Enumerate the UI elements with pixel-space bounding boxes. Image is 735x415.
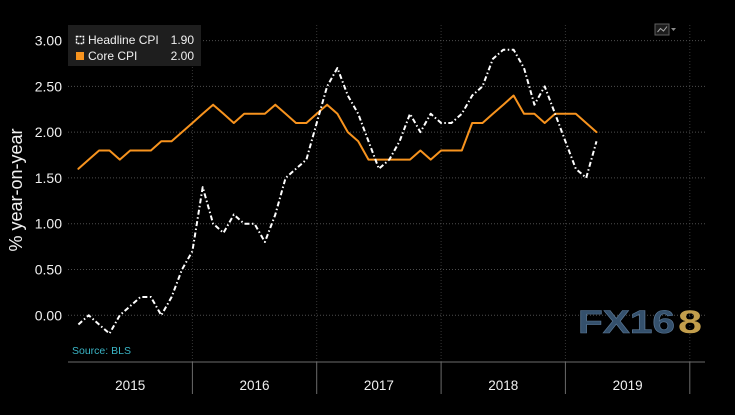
y-tick-label: 0.50 — [35, 262, 62, 278]
gridlines — [68, 25, 705, 362]
legend: Headline CPI 1.90 Core CPI 2.00 — [68, 25, 201, 66]
line-chart-icon[interactable] — [657, 26, 668, 33]
x-tick-label: 2018 — [488, 378, 518, 393]
legend-label-headline-cpi: Headline CPI — [88, 33, 159, 47]
legend-background — [68, 25, 201, 66]
x-tick-label: 2016 — [239, 378, 269, 393]
y-tick-label: 2.50 — [35, 78, 62, 94]
y-tick-label: 1.50 — [35, 170, 62, 186]
core-cpi-line — [77, 94, 598, 170]
source-note: Source: BLS — [72, 345, 131, 357]
chevron-down-icon[interactable] — [671, 28, 676, 31]
core-cpi-series — [77, 94, 598, 170]
x-tick-label: 2015 — [115, 378, 145, 393]
chart-type-menu-icon[interactable] — [654, 23, 676, 36]
y-tick-label: 3.00 — [35, 33, 62, 49]
y-axis-label: % year-on-year — [6, 128, 26, 251]
y-tick-label: 1.00 — [35, 216, 62, 232]
x-axis: 2015 2016 2017 2018 2019 — [68, 361, 705, 394]
legend-marker-core-cpi — [76, 52, 84, 60]
fx168-watermark: FX16 8 — [578, 304, 702, 341]
watermark-text: FX16 — [578, 304, 675, 340]
x-tick-label: 2017 — [364, 378, 394, 393]
y-axis: 0.00 0.50 1.00 1.50 2.00 2.50 3.00 — [35, 33, 62, 324]
headline-cpi-series — [77, 48, 598, 335]
legend-value-headline-cpi: 1.90 — [171, 33, 195, 47]
series-lines — [77, 48, 598, 335]
x-tick-label: 2019 — [613, 378, 643, 393]
y-tick-label: 2.00 — [35, 124, 62, 140]
legend-value-core-cpi: 2.00 — [171, 49, 195, 63]
headline-cpi-line — [77, 48, 598, 335]
y-tick-label: 0.00 — [35, 307, 62, 323]
watermark-accent-text: 8 — [678, 304, 702, 340]
legend-marker-headline-cpi — [75, 35, 85, 45]
legend-label-core-cpi: Core CPI — [88, 49, 137, 63]
